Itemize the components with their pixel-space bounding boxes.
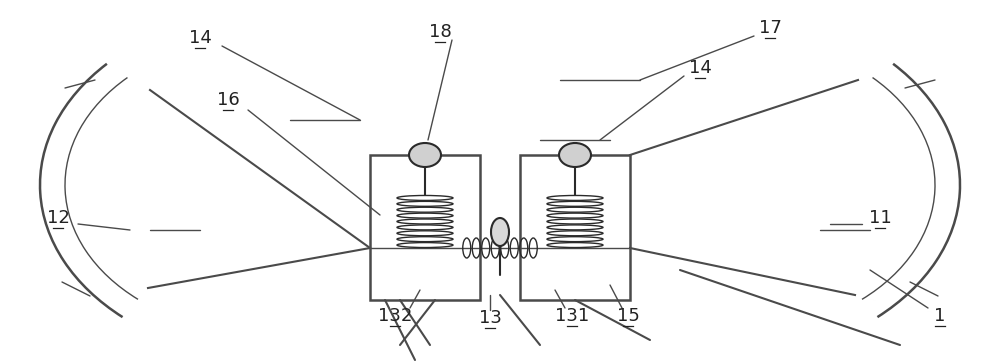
Ellipse shape bbox=[409, 143, 441, 167]
Text: 13: 13 bbox=[479, 309, 501, 327]
Bar bbox=[520, 155, 630, 300]
Text: 131: 131 bbox=[555, 307, 589, 325]
Text: 14: 14 bbox=[189, 29, 211, 47]
Text: 16: 16 bbox=[217, 91, 239, 109]
Text: 11: 11 bbox=[869, 209, 891, 227]
Text: 1: 1 bbox=[934, 307, 946, 325]
Text: 12: 12 bbox=[47, 209, 69, 227]
Text: 17: 17 bbox=[759, 19, 781, 37]
Ellipse shape bbox=[559, 143, 591, 167]
Ellipse shape bbox=[491, 218, 509, 246]
Text: 132: 132 bbox=[378, 307, 412, 325]
Bar bbox=[370, 155, 480, 300]
Text: 15: 15 bbox=[617, 307, 639, 325]
Text: 14: 14 bbox=[689, 59, 711, 77]
Text: 18: 18 bbox=[429, 23, 451, 41]
